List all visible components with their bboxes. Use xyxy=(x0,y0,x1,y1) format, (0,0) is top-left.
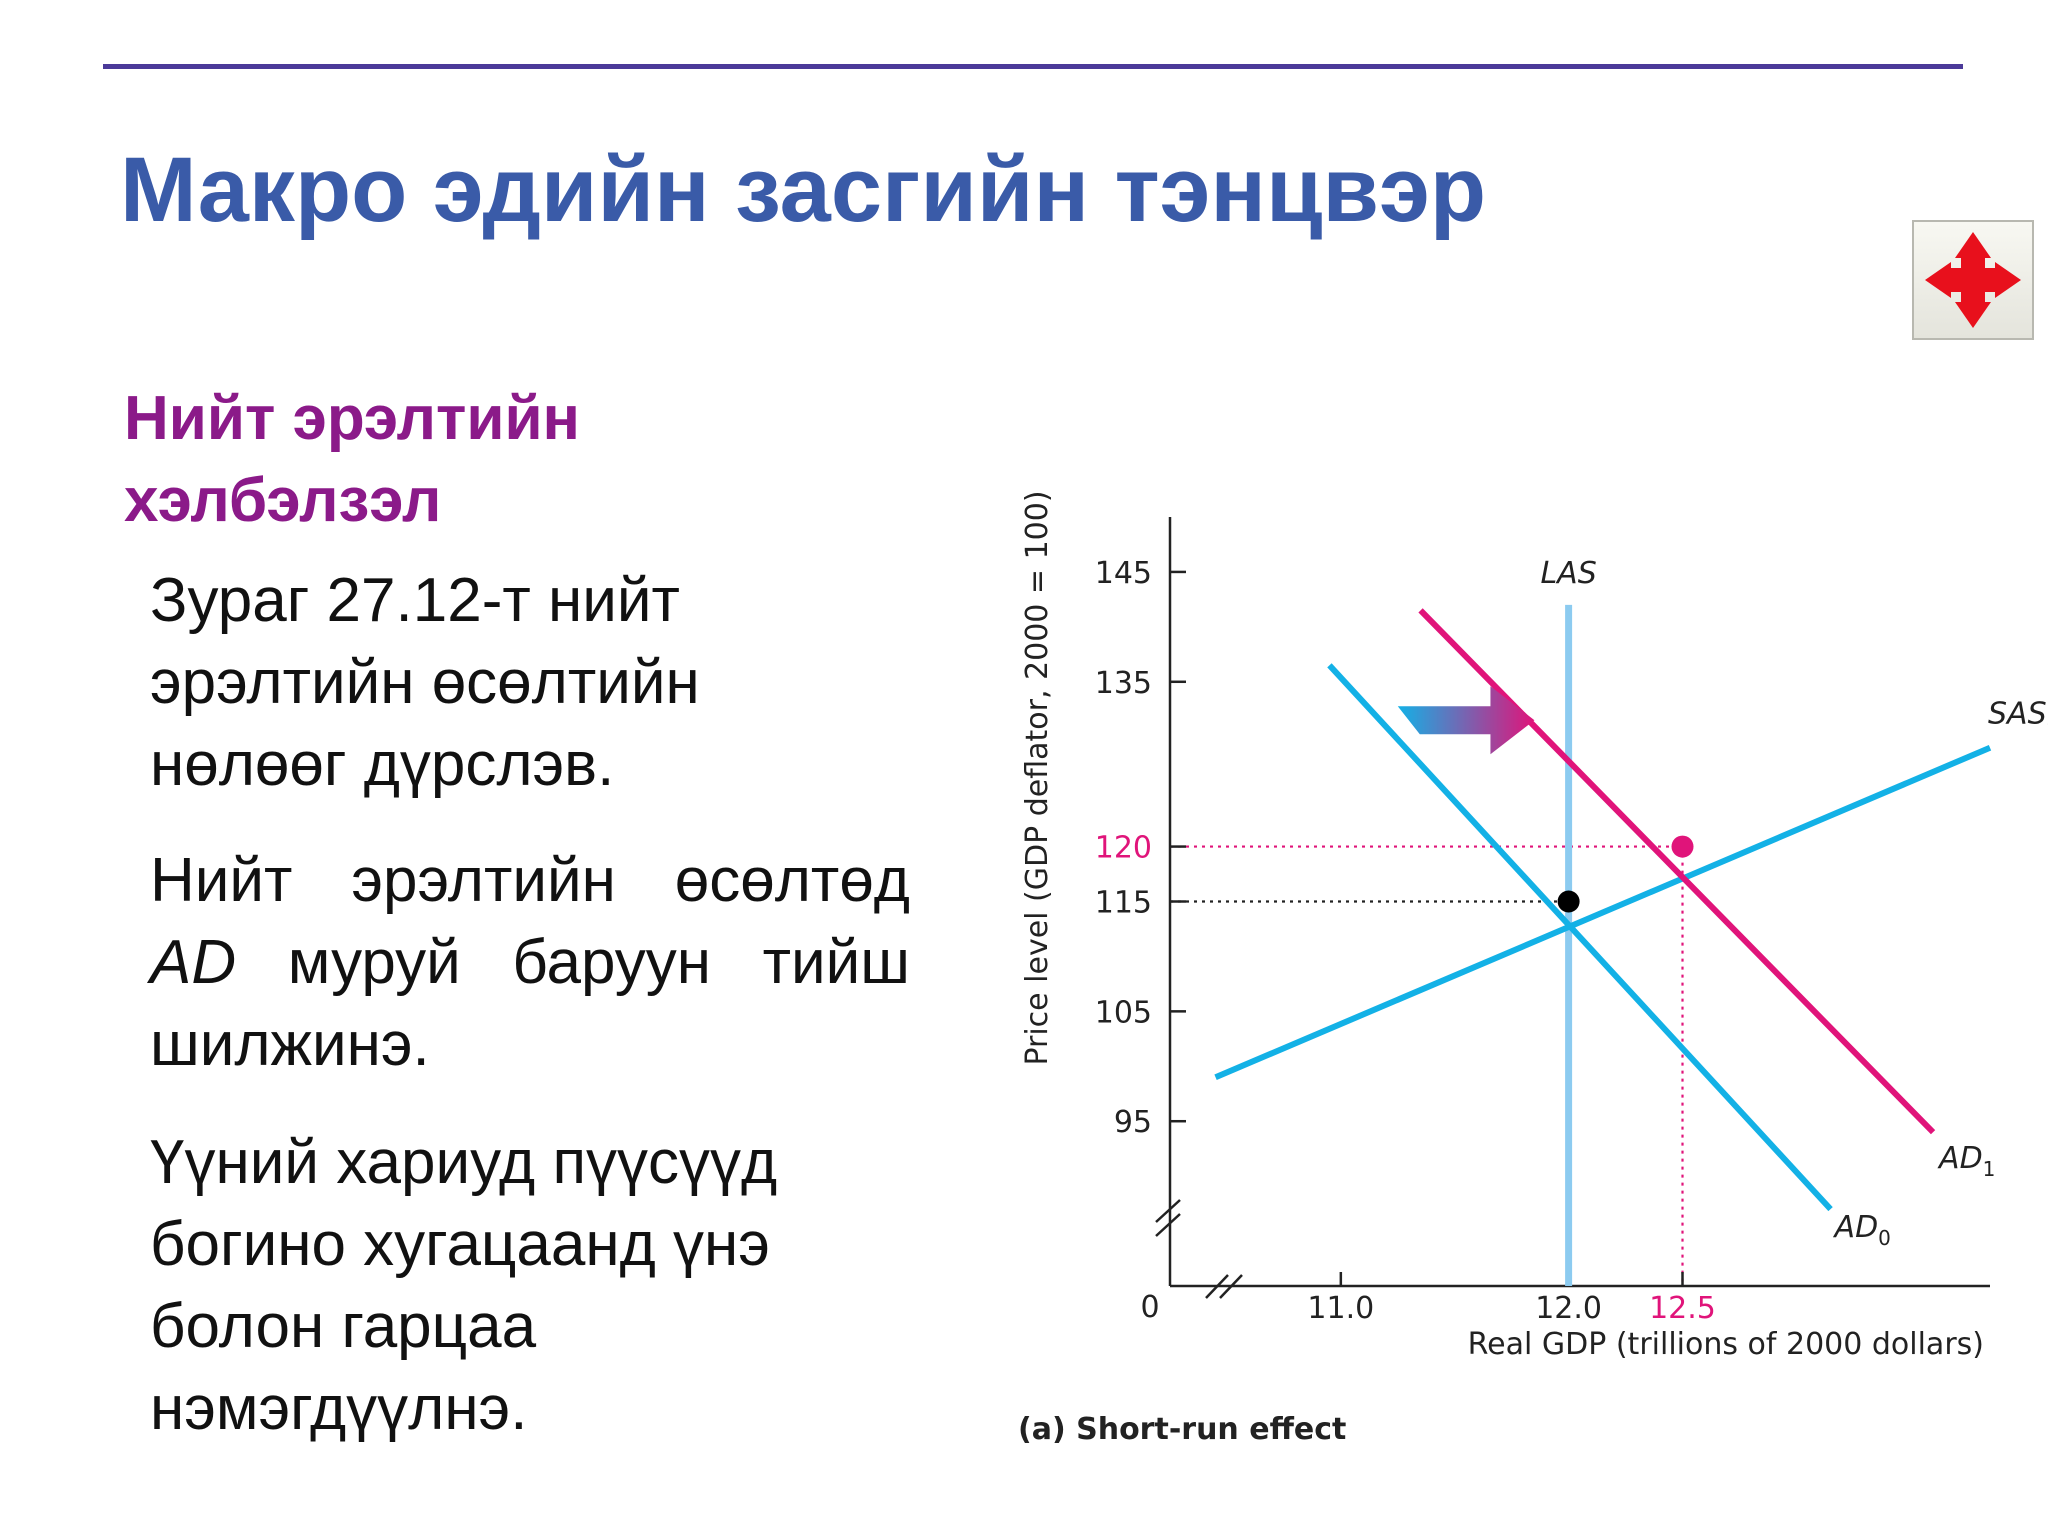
origin-label: 0 xyxy=(1140,1290,1159,1325)
y-tick-label: 115 xyxy=(1095,886,1152,921)
paragraph-figure-reference: Зураг 27.12-т нийт эрэлтийн өсөлтийн нөл… xyxy=(150,566,700,799)
y-tick-label: 135 xyxy=(1095,666,1152,701)
chart-caption: (a) Short-run effect xyxy=(1018,1412,1346,1447)
top-rule xyxy=(103,64,1963,69)
paragraph-ad-shift: Нийт эрэлтийн өсөлтөд AD муруй баруун ти… xyxy=(150,840,910,1086)
curve-label-sas0: SAS0 xyxy=(1988,697,2048,737)
paragraph-ad-prefix: Нийт эрэлтийн өсөлтөд xyxy=(150,846,910,915)
x-axis-break-mark xyxy=(1219,1274,1243,1299)
y-axis-break-mark xyxy=(1155,1199,1181,1223)
curve-label-ad0: AD0 xyxy=(1833,1210,1891,1250)
curve-ad1 xyxy=(1418,608,1936,1135)
curve-sas0 xyxy=(1214,744,1992,1081)
curve-label-las: LAS xyxy=(1540,556,1596,591)
shift-arrow xyxy=(1397,686,1535,755)
section-subheading: Нийт эрэлтийн хэлбэлзэл xyxy=(124,384,581,535)
x-tick-label: 12.5 xyxy=(1649,1291,1716,1326)
y-tick-label: 105 xyxy=(1095,995,1152,1030)
y-axis-label: Price level (GDP deflator, 2000 = 100) xyxy=(1020,490,1055,1065)
y-tick-label: 120 xyxy=(1095,831,1152,866)
x-tick-label: 12.0 xyxy=(1535,1291,1602,1326)
move-button[interactable] xyxy=(1912,220,2034,340)
y-axis-break-mark xyxy=(1155,1213,1181,1237)
x-axis-label: Real GDP (trillions of 2000 dollars) xyxy=(1468,1327,1984,1362)
x-tick-label: 11.0 xyxy=(1307,1291,1374,1326)
move-arrows-icon xyxy=(1925,232,2021,328)
slide-title: Макро эдийн засгийн тэнцвэр xyxy=(120,139,1487,241)
paragraph-ad-suffix: муруй баруун тийш шилжинэ. xyxy=(150,928,910,1079)
y-tick-label: 95 xyxy=(1114,1105,1152,1140)
x-axis-break-mark xyxy=(1205,1274,1229,1299)
equilibrium-point xyxy=(1557,890,1580,913)
equilibrium-point xyxy=(1671,835,1694,858)
curve-label-ad1: AD1 xyxy=(1937,1141,1995,1181)
curve-ad0 xyxy=(1327,663,1833,1212)
paragraph-ad-term: AD xyxy=(150,928,237,997)
paragraph-firm-response: Үүний хариуд пүүсүүд богино хугацаанд үн… xyxy=(150,1128,778,1443)
y-tick-label: 145 xyxy=(1095,556,1152,591)
